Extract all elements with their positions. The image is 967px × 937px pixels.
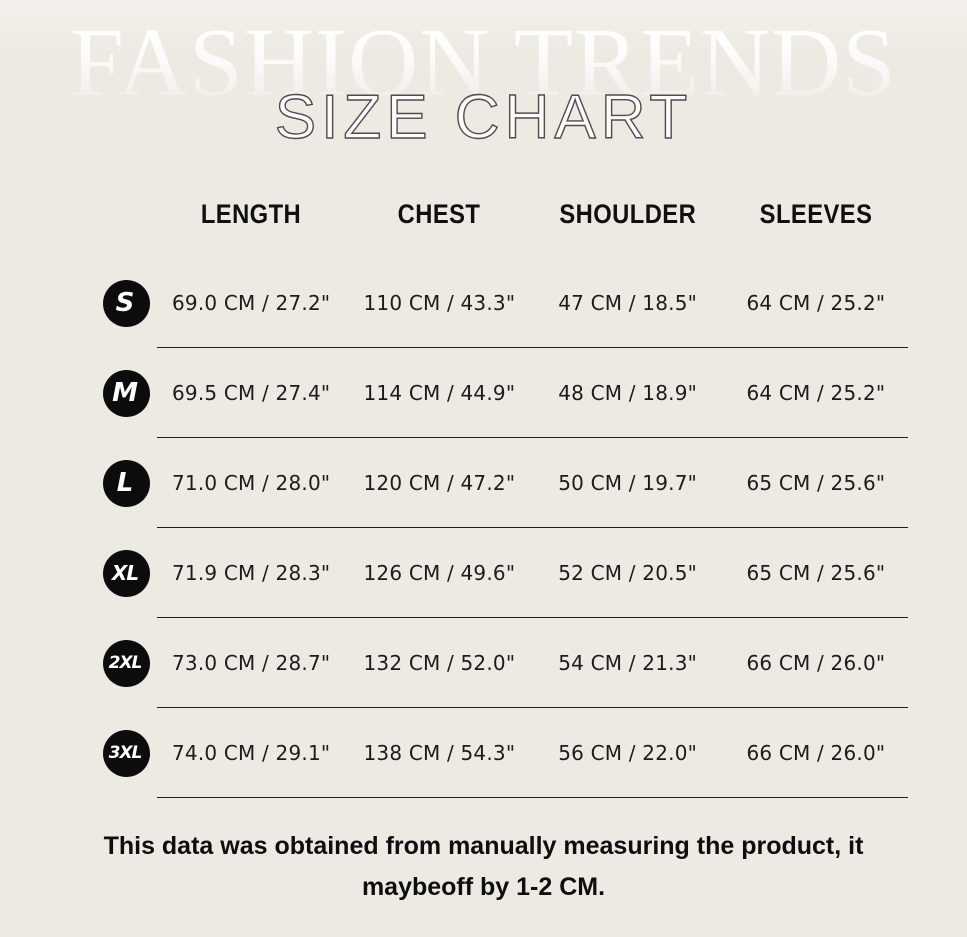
size-badge-3xl: 3XL [95, 729, 157, 777]
chest-value: 120 CM / 47.2" [363, 471, 516, 495]
row-divider [157, 797, 908, 798]
column-header-chest-label: CHEST [398, 198, 481, 229]
length-value: 71.9 CM / 28.3" [171, 561, 331, 585]
column-header-shoulder: SHOULDER [534, 199, 722, 230]
size-chart-table: LENGTH CHEST SHOULDER SLEEVES S 69.0 CM … [95, 170, 910, 798]
size-badge-l: L [95, 459, 157, 507]
table-row-xl: XL 71.9 CM / 28.3" 126 CM / 49.6" 52 CM … [95, 528, 910, 618]
column-header-sleeves-label: SLEEVES [759, 198, 873, 229]
sleeves-value: 65 CM / 25.6" [746, 471, 886, 495]
sleeves-value: 66 CM / 26.0" [746, 741, 886, 765]
sleeves-value: 64 CM / 25.2" [746, 381, 886, 405]
size-badge-label: 2XL [102, 639, 150, 687]
size-badge-label: 3XL [102, 729, 150, 777]
size-badge-label: S [102, 279, 150, 327]
brand-watermark: FASHION TRENDS [0, 12, 967, 114]
column-header-length: LENGTH [157, 199, 345, 230]
sleeves-value: 64 CM / 25.2" [746, 291, 886, 315]
chest-value: 132 CM / 52.0" [363, 651, 516, 675]
table-row-2xl: 2XL 73.0 CM / 28.7" 132 CM / 52.0" 54 CM… [95, 618, 910, 708]
table-row-m: M 69.5 CM / 27.4" 114 CM / 44.9" 48 CM /… [95, 348, 910, 438]
size-badge-xl: XL [95, 549, 157, 597]
length-value: 73.0 CM / 28.7" [171, 651, 331, 675]
column-header-chest: CHEST [345, 199, 533, 230]
row-divider [157, 347, 908, 348]
shoulder-value: 54 CM / 21.3" [558, 651, 698, 675]
row-divider [157, 527, 908, 528]
table-row-l: L 71.0 CM / 28.0" 120 CM / 47.2" 50 CM /… [95, 438, 910, 528]
length-value: 74.0 CM / 29.1" [171, 741, 331, 765]
length-value: 69.0 CM / 27.2" [171, 291, 331, 315]
size-badge-m: M [95, 369, 157, 417]
column-header-length-label: LENGTH [200, 198, 302, 229]
size-badge-label: XL [102, 549, 150, 597]
size-badge-label: M [102, 369, 150, 417]
measurement-disclaimer: This data was obtained from manually mea… [103, 832, 864, 901]
shoulder-value: 50 CM / 19.7" [558, 471, 698, 495]
size-badge-s: S [95, 279, 157, 327]
page-title: SIZE CHART [274, 82, 693, 152]
chest-value: 138 CM / 54.3" [363, 741, 516, 765]
shoulder-value: 48 CM / 18.9" [558, 381, 698, 405]
row-divider [157, 617, 908, 618]
chest-value: 110 CM / 43.3" [363, 291, 516, 315]
column-header-sleeves: SLEEVES [722, 199, 910, 230]
sleeves-value: 65 CM / 25.6" [746, 561, 886, 585]
size-badge-label: L [102, 459, 150, 507]
chest-value: 114 CM / 44.9" [363, 381, 516, 405]
length-value: 71.0 CM / 28.0" [171, 471, 331, 495]
row-divider [157, 707, 908, 708]
table-header-row: LENGTH CHEST SHOULDER SLEEVES [95, 170, 910, 258]
shoulder-value: 52 CM / 20.5" [558, 561, 698, 585]
row-divider [157, 437, 908, 438]
length-value: 69.5 CM / 27.4" [171, 381, 331, 405]
table-row-3xl: 3XL 74.0 CM / 29.1" 138 CM / 54.3" 56 CM… [95, 708, 910, 798]
table-row-s: S 69.0 CM / 27.2" 110 CM / 43.3" 47 CM /… [95, 258, 910, 348]
chest-value: 126 CM / 49.6" [363, 561, 516, 585]
column-header-shoulder-label: SHOULDER [559, 198, 697, 229]
size-badge-2xl: 2XL [95, 639, 157, 687]
sleeves-value: 66 CM / 26.0" [746, 651, 886, 675]
shoulder-value: 56 CM / 22.0" [558, 741, 698, 765]
shoulder-value: 47 CM / 18.5" [558, 291, 698, 315]
